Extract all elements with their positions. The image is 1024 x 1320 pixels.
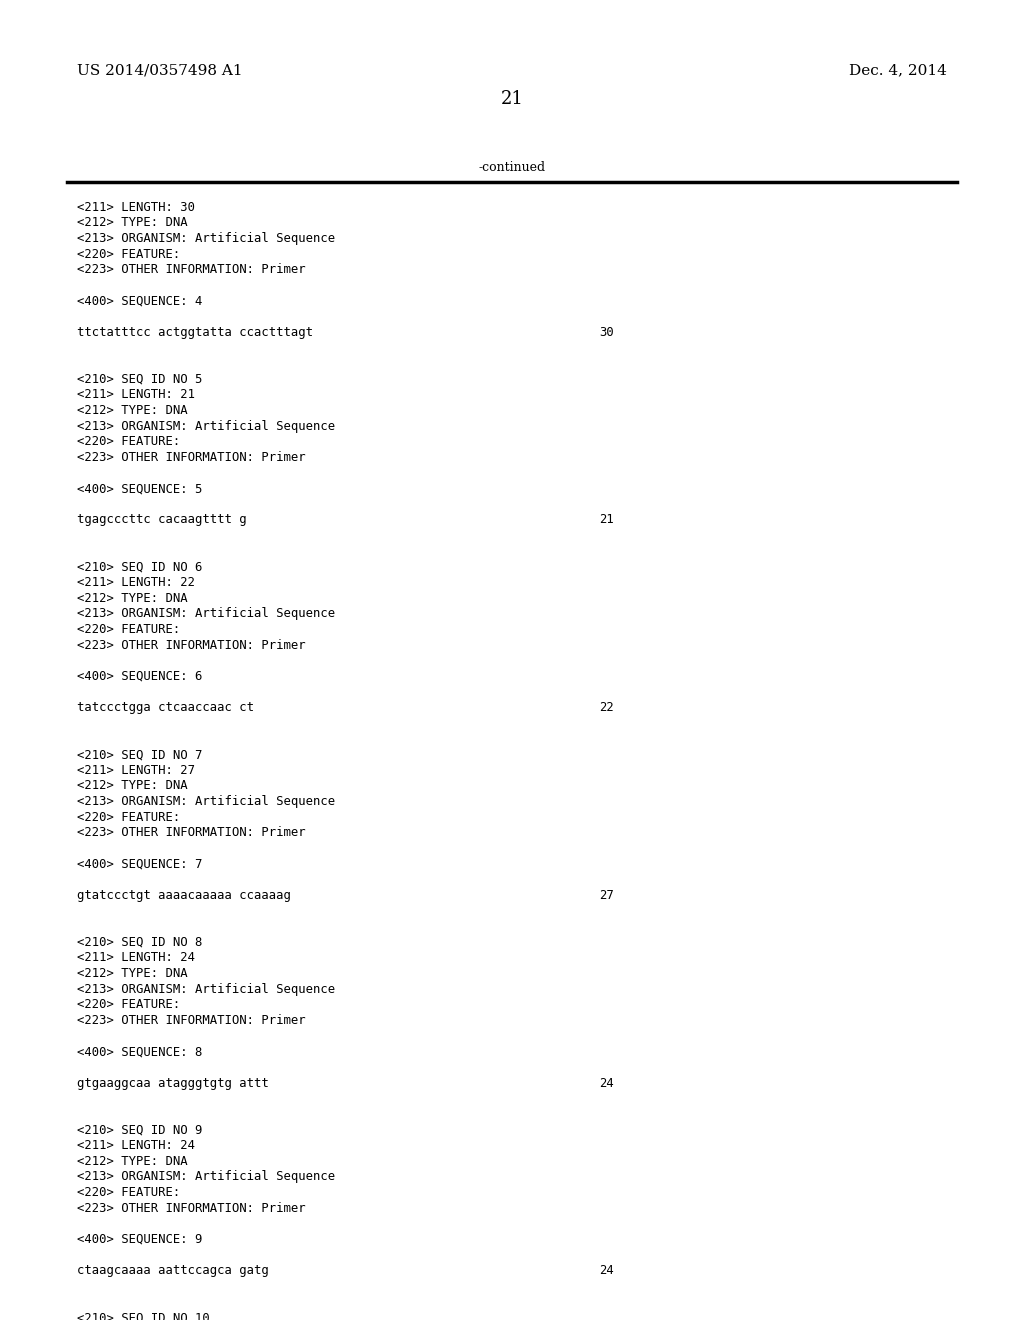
Text: <212> TYPE: DNA: <212> TYPE: DNA [77, 1155, 187, 1168]
Text: <211> LENGTH: 22: <211> LENGTH: 22 [77, 576, 195, 589]
Text: 21: 21 [599, 513, 613, 527]
Text: gtgaaggcaa atagggtgtg attt: gtgaaggcaa atagggtgtg attt [77, 1077, 268, 1089]
Text: tgagcccttc cacaagtttt g: tgagcccttc cacaagtttt g [77, 513, 247, 527]
Text: US 2014/0357498 A1: US 2014/0357498 A1 [77, 63, 243, 78]
Text: <400> SEQUENCE: 7: <400> SEQUENCE: 7 [77, 858, 202, 871]
Text: 24: 24 [599, 1077, 613, 1089]
Text: <211> LENGTH: 24: <211> LENGTH: 24 [77, 952, 195, 965]
Text: <211> LENGTH: 30: <211> LENGTH: 30 [77, 201, 195, 214]
Text: <211> LENGTH: 21: <211> LENGTH: 21 [77, 388, 195, 401]
Text: ctaagcaaaa aattccagca gatg: ctaagcaaaa aattccagca gatg [77, 1265, 268, 1278]
Text: <212> TYPE: DNA: <212> TYPE: DNA [77, 404, 187, 417]
Text: <213> ORGANISM: Artificial Sequence: <213> ORGANISM: Artificial Sequence [77, 420, 335, 433]
Text: <400> SEQUENCE: 5: <400> SEQUENCE: 5 [77, 482, 202, 495]
Text: <223> OTHER INFORMATION: Primer: <223> OTHER INFORMATION: Primer [77, 1201, 305, 1214]
Text: -continued: -continued [478, 161, 546, 174]
Text: <212> TYPE: DNA: <212> TYPE: DNA [77, 591, 187, 605]
Text: <213> ORGANISM: Artificial Sequence: <213> ORGANISM: Artificial Sequence [77, 1171, 335, 1184]
Text: <210> SEQ ID NO 10: <210> SEQ ID NO 10 [77, 1311, 210, 1320]
Text: <213> ORGANISM: Artificial Sequence: <213> ORGANISM: Artificial Sequence [77, 795, 335, 808]
Text: <211> LENGTH: 24: <211> LENGTH: 24 [77, 1139, 195, 1152]
Text: <220> FEATURE:: <220> FEATURE: [77, 1187, 180, 1199]
Text: <220> FEATURE:: <220> FEATURE: [77, 998, 180, 1011]
Text: <220> FEATURE:: <220> FEATURE: [77, 623, 180, 636]
Text: ttctatttcc actggtatta ccactttagt: ttctatttcc actggtatta ccactttagt [77, 326, 312, 339]
Text: <211> LENGTH: 27: <211> LENGTH: 27 [77, 764, 195, 776]
Text: <210> SEQ ID NO 9: <210> SEQ ID NO 9 [77, 1123, 202, 1137]
Text: <213> ORGANISM: Artificial Sequence: <213> ORGANISM: Artificial Sequence [77, 982, 335, 995]
Text: 30: 30 [599, 326, 613, 339]
Text: <212> TYPE: DNA: <212> TYPE: DNA [77, 968, 187, 979]
Text: 27: 27 [599, 888, 613, 902]
Text: <213> ORGANISM: Artificial Sequence: <213> ORGANISM: Artificial Sequence [77, 607, 335, 620]
Text: <220> FEATURE:: <220> FEATURE: [77, 436, 180, 449]
Text: <220> FEATURE:: <220> FEATURE: [77, 248, 180, 260]
Text: <223> OTHER INFORMATION: Primer: <223> OTHER INFORMATION: Primer [77, 1014, 305, 1027]
Text: <210> SEQ ID NO 5: <210> SEQ ID NO 5 [77, 372, 202, 385]
Text: Dec. 4, 2014: Dec. 4, 2014 [849, 63, 947, 78]
Text: <223> OTHER INFORMATION: Primer: <223> OTHER INFORMATION: Primer [77, 451, 305, 463]
Text: 21: 21 [501, 90, 523, 108]
Text: <400> SEQUENCE: 4: <400> SEQUENCE: 4 [77, 294, 202, 308]
Text: <210> SEQ ID NO 7: <210> SEQ ID NO 7 [77, 748, 202, 762]
Text: <223> OTHER INFORMATION: Primer: <223> OTHER INFORMATION: Primer [77, 639, 305, 652]
Text: <400> SEQUENCE: 8: <400> SEQUENCE: 8 [77, 1045, 202, 1059]
Text: 24: 24 [599, 1265, 613, 1278]
Text: tatccctgga ctcaaccaac ct: tatccctgga ctcaaccaac ct [77, 701, 254, 714]
Text: 22: 22 [599, 701, 613, 714]
Text: <212> TYPE: DNA: <212> TYPE: DNA [77, 779, 187, 792]
Text: <212> TYPE: DNA: <212> TYPE: DNA [77, 216, 187, 230]
Text: <210> SEQ ID NO 8: <210> SEQ ID NO 8 [77, 936, 202, 949]
Text: <400> SEQUENCE: 6: <400> SEQUENCE: 6 [77, 671, 202, 682]
Text: <210> SEQ ID NO 6: <210> SEQ ID NO 6 [77, 561, 202, 573]
Text: <400> SEQUENCE: 9: <400> SEQUENCE: 9 [77, 1233, 202, 1246]
Text: gtatccctgt aaaacaaaaa ccaaaag: gtatccctgt aaaacaaaaa ccaaaag [77, 888, 291, 902]
Text: <223> OTHER INFORMATION: Primer: <223> OTHER INFORMATION: Primer [77, 826, 305, 840]
Text: <220> FEATURE:: <220> FEATURE: [77, 810, 180, 824]
Text: <223> OTHER INFORMATION: Primer: <223> OTHER INFORMATION: Primer [77, 263, 305, 276]
Text: <213> ORGANISM: Artificial Sequence: <213> ORGANISM: Artificial Sequence [77, 232, 335, 246]
